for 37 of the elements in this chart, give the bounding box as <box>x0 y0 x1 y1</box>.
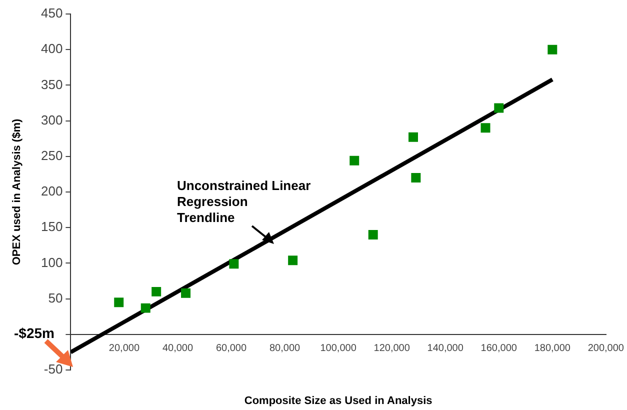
point <box>152 286 162 296</box>
y-tick-label: 350 <box>40 76 63 92</box>
point <box>411 173 421 183</box>
point <box>408 132 418 142</box>
y-tick-label: 100 <box>40 254 63 270</box>
x-tick-label: 80,000 <box>269 343 301 354</box>
y-tick-label: 450 <box>40 6 63 21</box>
y-tick-label: 150 <box>40 219 63 234</box>
point <box>368 230 378 240</box>
y-tick-label: -50 <box>44 362 63 377</box>
x-tick-label: 120,000 <box>374 343 410 354</box>
y-tick-label: 250 <box>40 148 63 163</box>
x-tick-label: 60,000 <box>216 343 247 354</box>
x-tick-label: 100,000 <box>320 343 357 354</box>
x-tick-label: 140,000 <box>427 343 464 354</box>
point <box>548 44 558 54</box>
point <box>229 259 239 269</box>
y-tick-label: 400 <box>40 41 63 56</box>
x-tick-label: 160,000 <box>480 343 518 354</box>
x-axis-title: Composite Size as Used in Analysis <box>244 395 432 407</box>
y-tick-label: 300 <box>40 112 63 128</box>
y-tick-label: 200 <box>40 184 63 199</box>
y-axis-title: OPEX used in Analysis ($m) <box>11 118 23 266</box>
x-tick-label: 200,000 <box>588 343 624 354</box>
point <box>114 298 124 308</box>
point <box>288 256 298 266</box>
point <box>494 103 504 113</box>
point <box>181 288 191 298</box>
x-tick-label: 180,000 <box>534 343 571 354</box>
x-tick-label: 20,000 <box>108 343 140 354</box>
text: -$25m <box>14 325 54 341</box>
y-tick-label: 50 <box>48 290 63 306</box>
annotation: Unconstrained Linear Regression Trendline <box>177 178 311 225</box>
x-tick-label: 40,000 <box>162 343 194 354</box>
point <box>140 303 150 313</box>
point <box>480 123 490 133</box>
point <box>350 156 360 166</box>
